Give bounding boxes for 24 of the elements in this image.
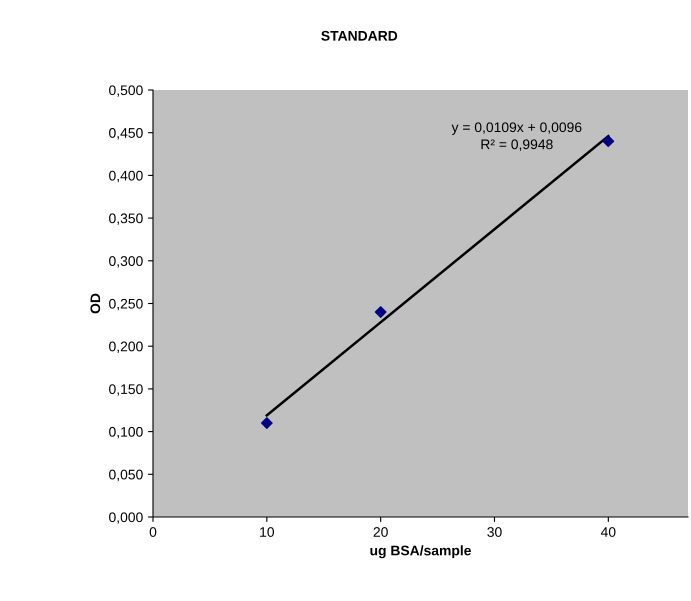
x-tick-label: 30 <box>487 527 502 537</box>
x-axis-title: ug BSA/sample <box>370 545 471 558</box>
y-tick-label: 0,300 <box>109 256 143 268</box>
annotation: y = 0,0109x + 0,0096 <box>452 122 582 135</box>
point <box>260 417 273 429</box>
y-tick-label: 0,200 <box>109 342 143 354</box>
x-tick-label: 10 <box>260 527 274 537</box>
annotation: R² = 0,9948 <box>481 139 553 151</box>
y-tick-label: 0,100 <box>109 426 143 438</box>
y-tick-label: 0,450 <box>109 128 143 140</box>
y-axis-title: OD <box>90 294 100 314</box>
chart-title: STANDARD <box>321 30 398 41</box>
y-tick-label: 0,400 <box>109 170 143 182</box>
point <box>374 306 387 318</box>
y-tick-label: 0,250 <box>109 298 143 310</box>
y-tick-label: 0,050 <box>109 470 143 482</box>
y-tick-label: 0,000 <box>109 512 143 524</box>
y-tick-label: 0,500 <box>109 85 143 97</box>
x-tick-label: 20 <box>374 527 388 537</box>
x-tick-label: 40 <box>600 527 616 537</box>
y-tick-label: 0,150 <box>109 384 143 396</box>
y-tick-label: 0,350 <box>109 213 143 225</box>
point <box>602 135 614 148</box>
x-tick-label: 0 <box>150 527 156 537</box>
